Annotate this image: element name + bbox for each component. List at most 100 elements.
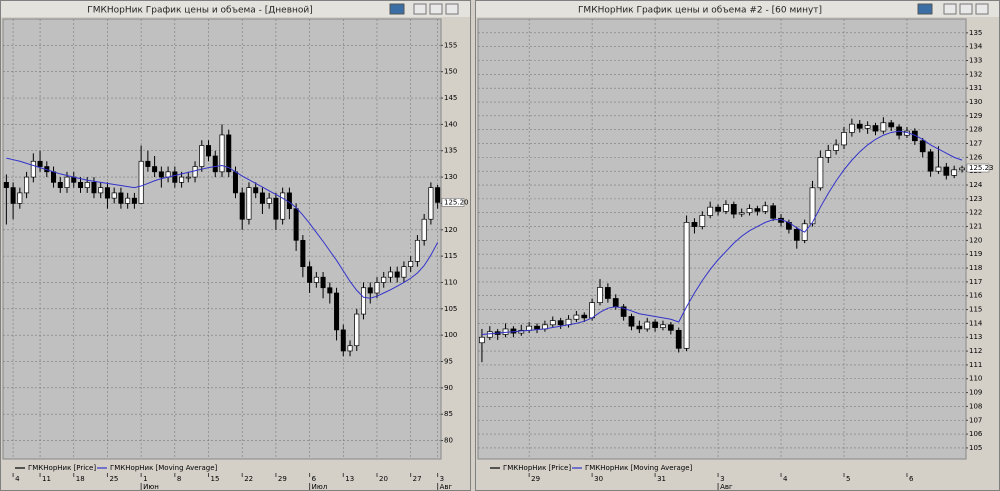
month-label: Авг	[720, 483, 733, 491]
x-tick-label: 29	[531, 475, 540, 483]
y-tick-label: 111	[969, 361, 982, 369]
y-tick-label: 105	[969, 444, 982, 452]
window: ГМКНорНик График цены и объема - [Дневно…	[0, 0, 471, 491]
candle-body	[131, 197, 137, 204]
close-button[interactable]	[975, 3, 989, 15]
y-tick-label: 135	[444, 147, 457, 155]
y-tick-label: 128	[969, 126, 982, 134]
plot-area	[477, 18, 967, 460]
maximize-button[interactable]	[959, 3, 973, 15]
minimize-button[interactable]	[413, 3, 427, 15]
candle-body	[246, 187, 252, 220]
month-label: Июл	[312, 483, 328, 491]
y-tick-label: 100	[444, 331, 457, 339]
candle-body	[185, 176, 191, 179]
x-tick-label: 6	[909, 475, 914, 483]
candle-body	[510, 328, 517, 334]
candle-body	[172, 171, 178, 183]
edit-button[interactable]	[389, 3, 405, 15]
candle-body	[667, 324, 674, 331]
candle-body	[589, 302, 595, 319]
candle-body	[91, 182, 97, 194]
candle-body	[943, 166, 950, 176]
candle-body	[644, 321, 651, 330]
candle-body	[715, 206, 721, 212]
x-tick-label: 4	[15, 475, 20, 483]
candle-body	[809, 187, 816, 225]
close-button[interactable]	[445, 3, 459, 15]
x-tick-label: 18	[76, 475, 85, 483]
candle-body	[888, 122, 895, 128]
candle-body	[125, 197, 131, 204]
candle-body	[138, 160, 144, 204]
y-tick-label: 145	[444, 94, 457, 102]
y-tick-label: 127	[969, 140, 982, 148]
candle-body	[935, 166, 942, 172]
candle-body	[3, 182, 9, 188]
moving-average-line	[481, 130, 963, 335]
candle-body	[825, 150, 832, 158]
y-tick-label: 126	[969, 153, 983, 161]
candle-body	[145, 160, 151, 167]
y-tick-label: 107	[969, 416, 982, 424]
y-tick-label: 122	[969, 209, 982, 217]
candle-body	[367, 287, 373, 294]
candle-body	[421, 218, 427, 241]
y-tick-label: 150	[444, 68, 457, 76]
y-tick-label: 95	[444, 358, 453, 366]
candle-body	[691, 222, 698, 227]
candle-body	[266, 197, 272, 204]
title-bar	[1, 1, 470, 17]
y-tick-label: 119	[969, 250, 982, 258]
minimize-button[interactable]	[943, 3, 957, 15]
x-tick-label: 29	[278, 475, 287, 483]
candle-body	[408, 261, 414, 268]
candle-body	[479, 336, 485, 344]
candle-body	[817, 157, 824, 189]
candle-body	[24, 176, 30, 194]
edit-button[interactable]	[917, 3, 933, 15]
candle-body	[300, 239, 306, 268]
month-label: Июн	[143, 483, 159, 491]
candle-body	[179, 176, 185, 183]
y-tick-label: 114	[969, 319, 983, 327]
candle-body	[428, 187, 434, 220]
candle-body	[253, 187, 259, 194]
x-tick-label: 15	[211, 475, 220, 483]
candle-body	[856, 123, 863, 129]
candle-body	[414, 239, 420, 262]
candle-body	[273, 197, 279, 220]
candle-body	[354, 313, 360, 347]
maximize-button[interactable]	[429, 3, 443, 15]
candle-body	[864, 125, 871, 129]
y-tick-label: 132	[969, 70, 982, 78]
candle-body	[502, 328, 509, 335]
candle-body	[833, 144, 839, 151]
candle-body	[534, 325, 540, 330]
candle-body	[111, 192, 117, 199]
y-tick-label: 115	[444, 252, 457, 260]
candle-body	[557, 320, 564, 326]
x-tick-label: 1	[143, 475, 147, 483]
y-tick-label: 112	[969, 347, 982, 355]
candle-body	[199, 145, 205, 167]
candle-body	[951, 169, 958, 176]
y-tick-label: 129	[969, 112, 982, 120]
candle-body	[232, 171, 238, 194]
candle-body	[549, 320, 556, 326]
candle-body	[158, 171, 164, 178]
window-title: ГМКНорНик График цены и объема - [Дневно…	[87, 6, 313, 16]
y-tick-label: 131	[969, 84, 982, 92]
candle-body	[347, 345, 353, 352]
y-tick-label: 110	[969, 375, 982, 383]
candle-body	[620, 306, 627, 317]
candle-body	[219, 134, 225, 173]
x-tick-label: 31	[657, 475, 666, 483]
last-price-box	[966, 163, 990, 173]
candle-body	[849, 123, 855, 133]
candle-body	[192, 166, 198, 178]
y-tick-label: 135	[969, 29, 982, 37]
candle-body	[911, 130, 918, 142]
last-price-box	[441, 198, 465, 207]
candle-body	[239, 192, 245, 220]
